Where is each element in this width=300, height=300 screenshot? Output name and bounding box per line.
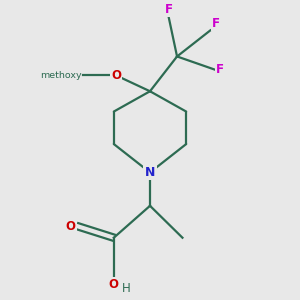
Text: N: N — [145, 166, 155, 179]
Text: O: O — [111, 69, 121, 82]
Text: F: F — [212, 17, 220, 30]
Text: O: O — [66, 220, 76, 232]
Text: H: H — [122, 282, 131, 295]
Text: F: F — [216, 63, 224, 76]
Text: F: F — [165, 3, 173, 16]
Text: O: O — [109, 278, 119, 291]
Text: methoxy: methoxy — [40, 71, 82, 80]
